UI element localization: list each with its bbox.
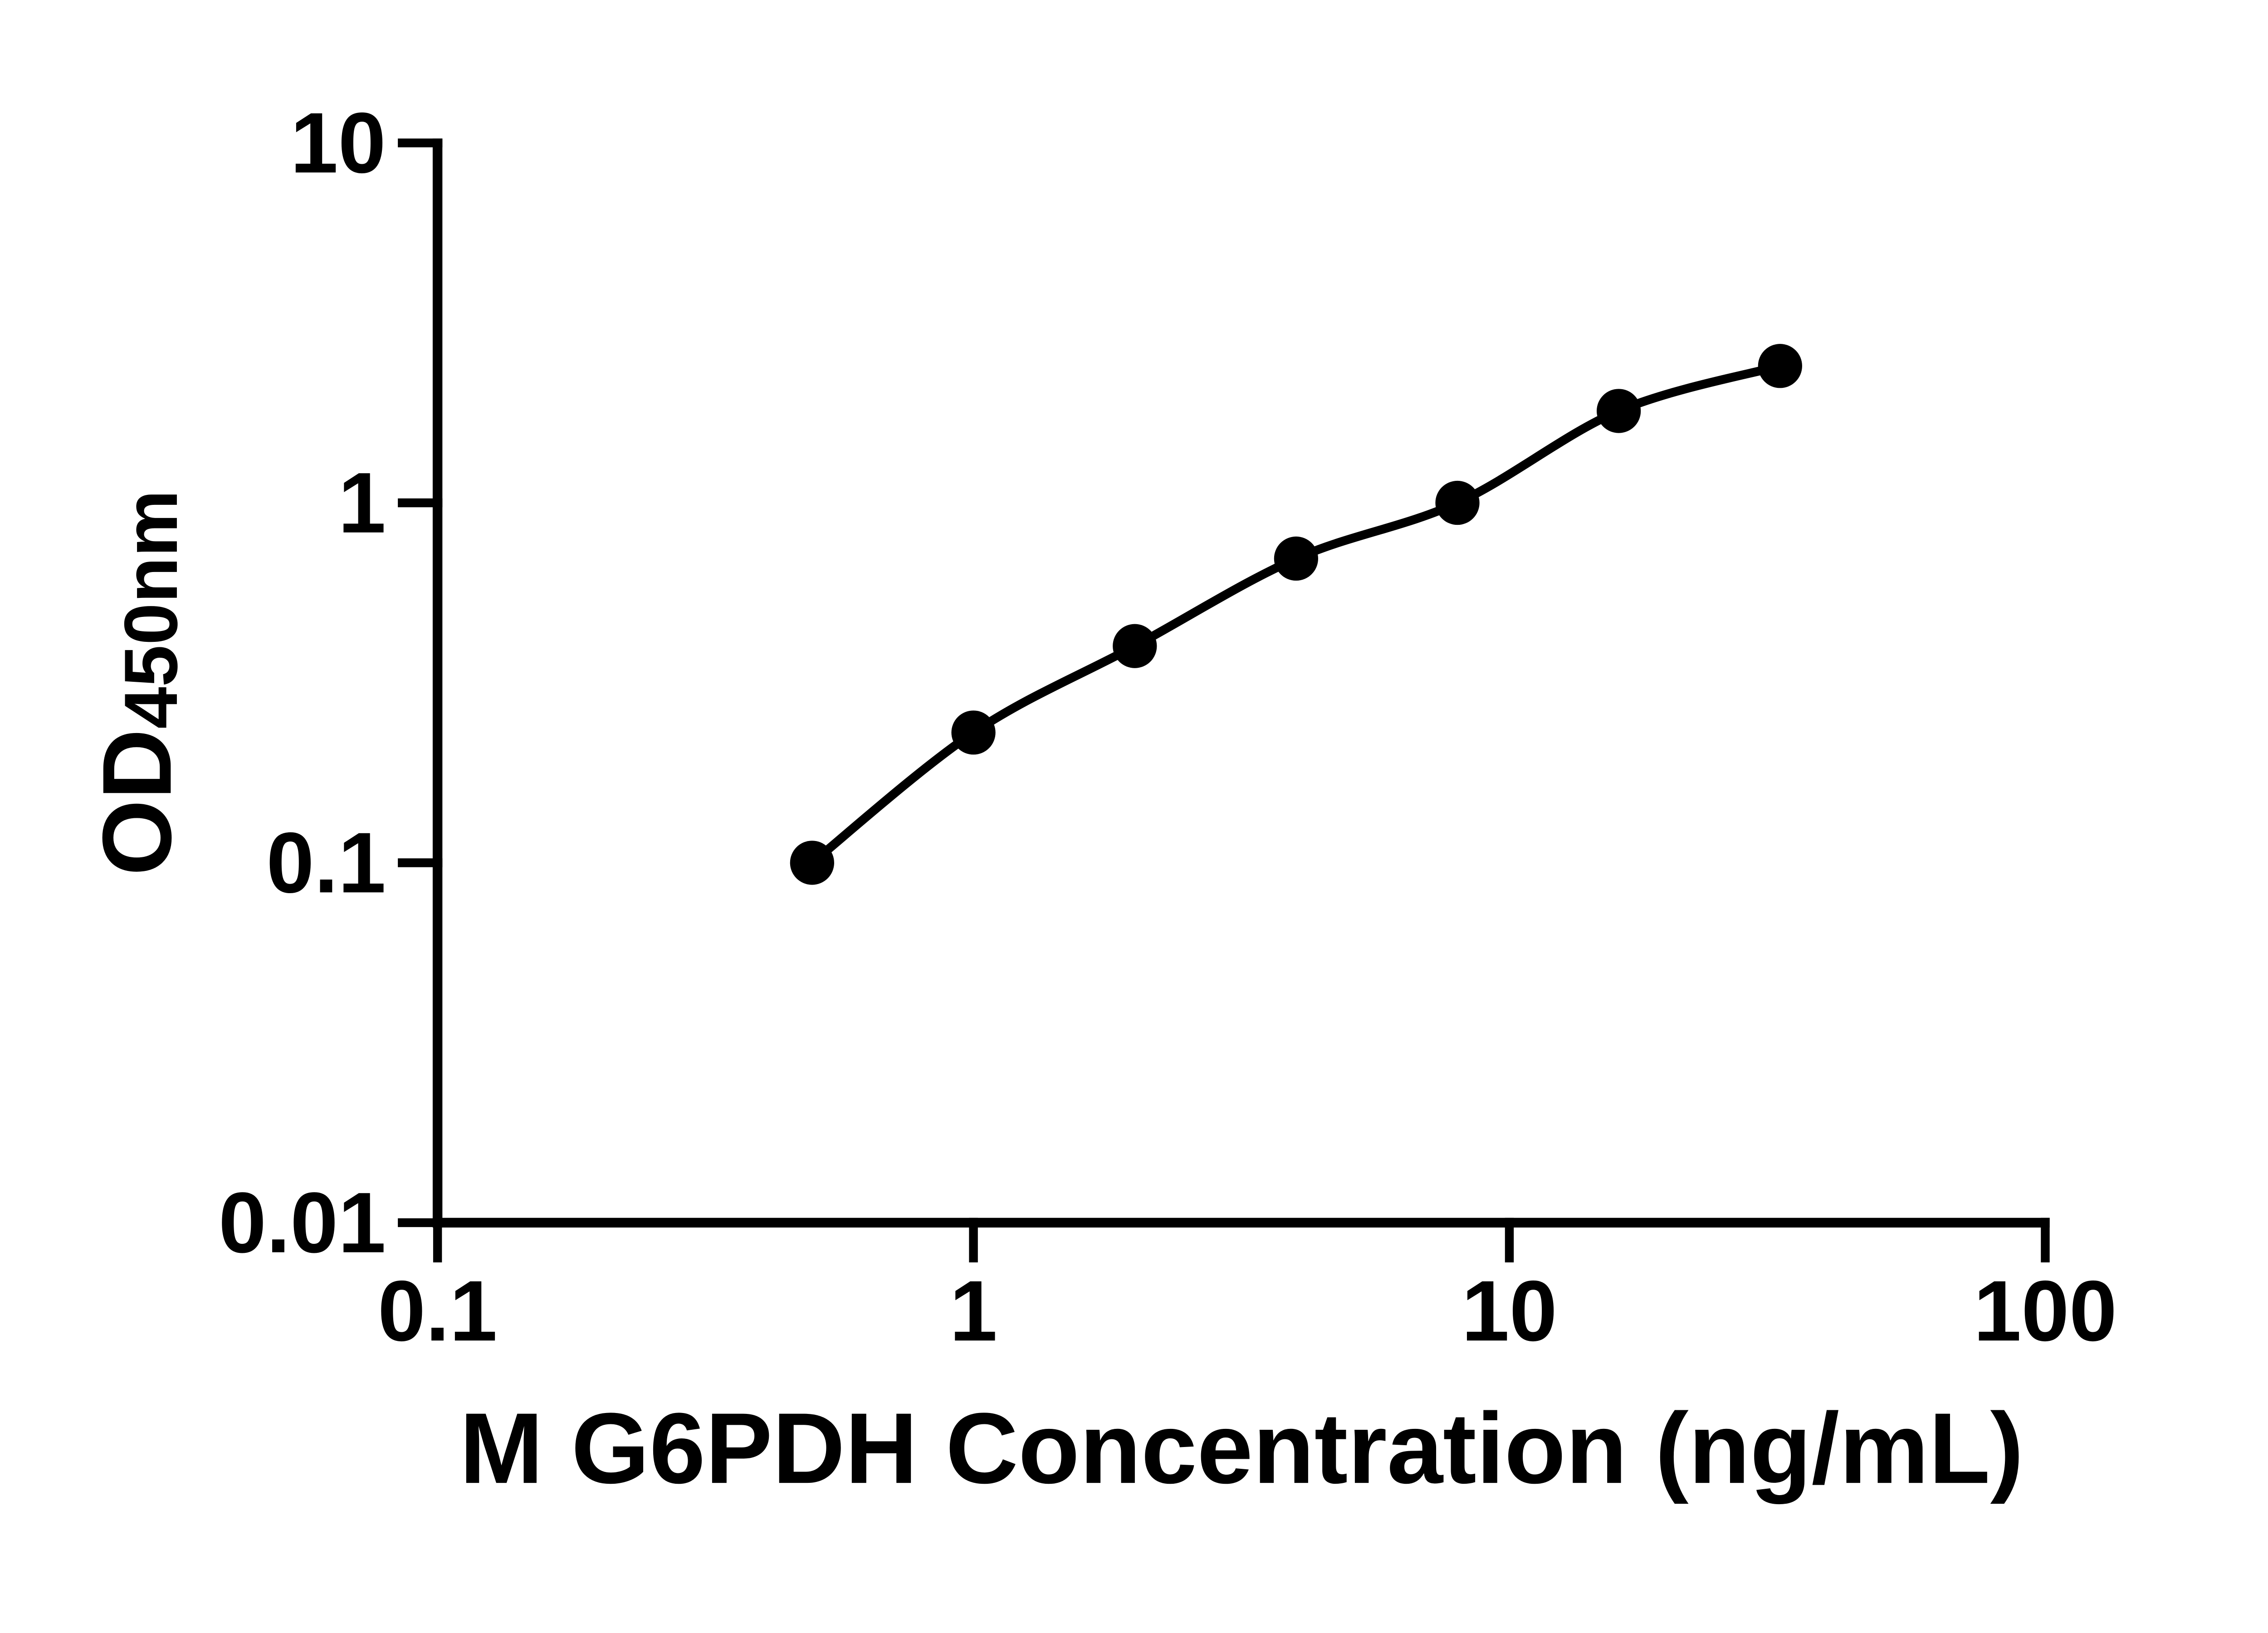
elisa-standard-curve-figure: 10 1 0.1 0.01 0.1 1 10 100 M G6PDH Concentratio… [82, 95, 2117, 1505]
x-axis-title: M G6PDH Concentration (ng/mL) [459, 1392, 2024, 1504]
data-point-32ng-ml [1758, 344, 1802, 388]
y-axis-title: OD450nm [82, 490, 193, 876]
fit-curve [809, 362, 1781, 866]
y-tick-label-10: 10 [290, 95, 386, 191]
data-point-1ng-ml [951, 710, 996, 755]
x-tick-label-1: 1 [949, 1263, 997, 1359]
data-point-8ng-ml [1435, 480, 1480, 525]
y-axis-title-main: OD [82, 729, 191, 876]
data-point-16ng-ml [1597, 389, 1641, 433]
y-tick-label-0.1: 0.1 [266, 815, 386, 911]
series-layer [790, 344, 1802, 885]
data-point-4ng-ml [1274, 536, 1318, 581]
x-tick-label-10: 10 [1461, 1263, 1557, 1359]
y-tick-label-0.01: 0.01 [219, 1175, 386, 1271]
y-axis-title-subscript: 450nm [109, 490, 193, 729]
x-tick-label-0.1: 0.1 [378, 1263, 498, 1359]
x-tick-label-100: 100 [1974, 1263, 2117, 1359]
data-point-2ng-ml [1113, 624, 1157, 668]
data-point-0.5ng-ml [790, 841, 834, 885]
y-tick-label-1: 1 [338, 455, 386, 551]
